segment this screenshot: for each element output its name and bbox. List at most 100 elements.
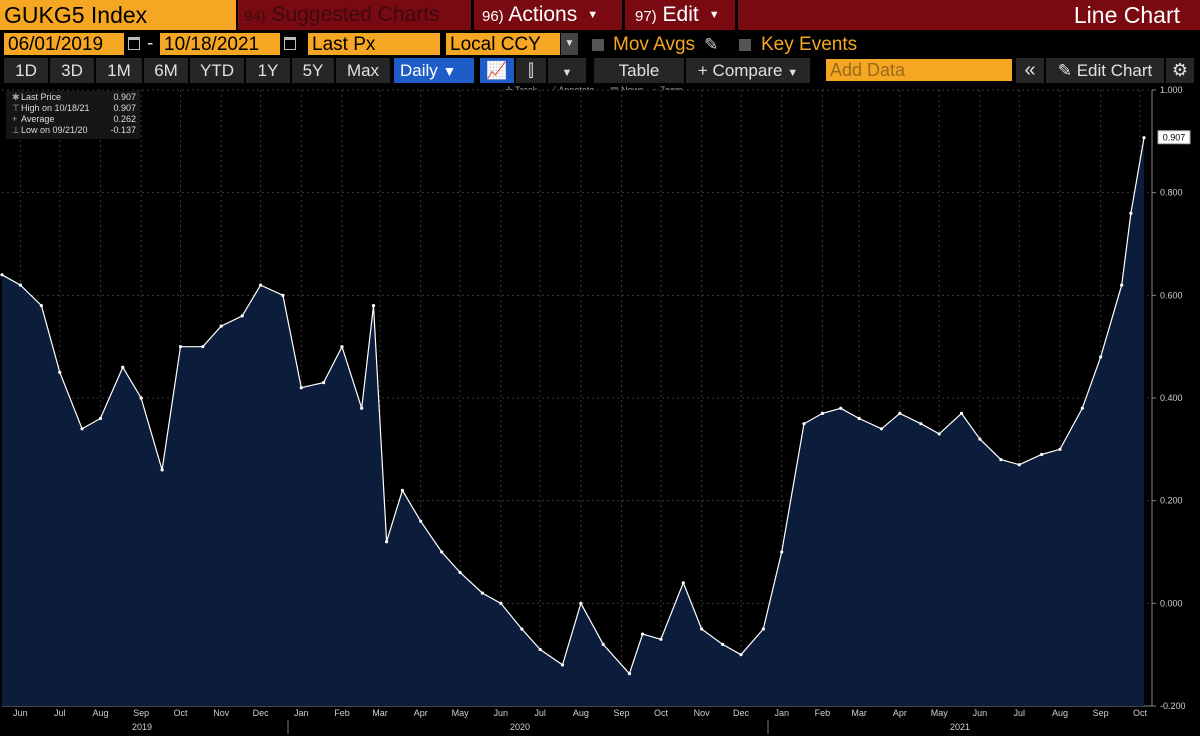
x-tick-label: Aug <box>1052 708 1068 718</box>
data-point <box>839 406 843 410</box>
data-point <box>39 304 43 308</box>
bar-chart-type-button[interactable]: ⫿ <box>516 58 546 83</box>
period-1y-button[interactable]: 1Y <box>246 58 290 83</box>
data-point <box>579 601 583 605</box>
currency-selector[interactable]: Local CCY <box>446 33 560 55</box>
data-point <box>139 396 143 400</box>
table-button[interactable]: Table <box>594 58 684 83</box>
year-label: 2019 <box>132 722 152 732</box>
collapse-panel-button[interactable]: « <box>1016 58 1044 83</box>
data-point <box>700 627 704 631</box>
x-tick-label: Feb <box>334 708 350 718</box>
frequency-dropdown[interactable]: Daily ▼ <box>394 58 474 83</box>
data-point <box>937 432 941 436</box>
mov-avgs-label: Mov Avgs <box>613 34 696 55</box>
start-date-field[interactable]: 06/01/2019 <box>4 33 124 55</box>
legend-avg-value: 0.262 <box>113 114 136 124</box>
field-selector[interactable]: Last Px <box>308 33 440 55</box>
data-point <box>820 411 825 415</box>
data-point <box>601 642 605 647</box>
data-point <box>1099 355 1103 359</box>
date-separator: - <box>147 33 154 54</box>
last-value-tag <box>1157 130 1191 145</box>
calendar-icon[interactable] <box>128 37 140 50</box>
ohlc-bars-icon: ⫿ <box>528 61 534 80</box>
settings-gear-icon[interactable]: ⚙ <box>1166 58 1194 83</box>
add-data-input[interactable]: Add Data <box>826 59 1012 81</box>
pencil-icon: ✎ <box>1057 61 1072 80</box>
period-1m-button[interactable]: 1M <box>96 58 142 83</box>
data-point <box>121 365 125 369</box>
compare-dropdown[interactable]: + Compare ▼ <box>686 58 810 83</box>
x-tick-label: Jun <box>973 708 988 718</box>
data-point <box>627 672 632 676</box>
year-label: 2020 <box>510 722 530 732</box>
data-point <box>721 642 725 647</box>
data-point <box>18 283 22 287</box>
legend-low-label: Low on 09/21/20 <box>21 125 88 135</box>
data-point <box>201 345 205 349</box>
data-point <box>898 411 902 415</box>
edit-menu[interactable]: 97) Edit ▼ <box>625 0 735 30</box>
series-line <box>1 137 1145 675</box>
x-tick-label: Aug <box>92 708 108 718</box>
actions-label: Actions <box>508 3 578 26</box>
chart-kind-title: Line Chart <box>738 0 1200 30</box>
legend-last-label: Last Price <box>21 92 62 102</box>
legend-high-label: High on 10/18/21 <box>21 103 90 113</box>
data-point <box>1058 447 1062 451</box>
data-point <box>499 601 503 605</box>
x-tick-label: Jul <box>534 708 546 718</box>
legend-low-value: -0.137 <box>110 125 136 135</box>
last-value-label: 0.907 <box>1163 133 1186 143</box>
key-events-checkbox[interactable] <box>739 39 751 51</box>
x-tick-label: Apr <box>414 708 428 718</box>
period-1d-button[interactable]: 1D <box>4 58 48 83</box>
data-point <box>0 273 4 277</box>
data-point <box>219 324 223 328</box>
y-tick-label: 0.600 <box>1160 290 1183 300</box>
data-point <box>857 416 861 421</box>
chevron-down-icon[interactable]: ▼ <box>561 33 578 55</box>
period-max-button[interactable]: Max <box>336 58 390 83</box>
period-3d-button[interactable]: 3D <box>50 58 94 83</box>
x-tick-label: Oct <box>1133 708 1148 718</box>
period-6m-button[interactable]: 6M <box>144 58 188 83</box>
year-label: 2021 <box>950 722 970 732</box>
edit-chart-button[interactable]: ✎ Edit Chart <box>1046 58 1164 83</box>
chevron-down-icon: ▼ <box>708 9 720 21</box>
data-point <box>999 458 1003 462</box>
data-point <box>560 663 565 667</box>
calendar-icon[interactable] <box>284 37 296 50</box>
data-point <box>1040 452 1044 457</box>
data-point <box>299 386 303 390</box>
x-tick-label: Jul <box>1014 708 1026 718</box>
mov-avgs-checkbox[interactable] <box>592 39 604 51</box>
chevron-down-icon: ▼ <box>587 9 599 21</box>
legend-last-value: 0.907 <box>113 92 136 102</box>
ticker-field[interactable]: GUKG5 Index <box>0 0 236 30</box>
compare-label: + Compare <box>697 61 783 80</box>
suggested-charts-menu[interactable]: 94) Suggested Charts <box>238 0 471 30</box>
x-tick-label: Oct <box>654 708 669 718</box>
period-ytd-button[interactable]: YTD <box>190 58 244 83</box>
data-point <box>1080 406 1084 410</box>
period-5y-button[interactable]: 5Y <box>292 58 334 83</box>
x-tick-label: May <box>931 708 949 718</box>
x-tick-label: Mar <box>372 708 388 718</box>
x-tick-label: Oct <box>174 708 189 718</box>
edit-label: Edit <box>662 3 699 26</box>
x-tick-label: Jan <box>774 708 789 718</box>
frequency-label: Daily <box>400 61 438 80</box>
line-chart-type-button[interactable]: 📈 <box>480 58 514 83</box>
pencil-icon[interactable]: ✎ <box>704 35 719 54</box>
actions-menu[interactable]: 96) Actions ▼ <box>474 0 622 30</box>
x-tick-label: Dec <box>733 708 750 718</box>
last-price-marker-icon: ✱ <box>12 92 20 102</box>
data-point <box>739 653 743 657</box>
chart-type-dropdown[interactable]: ▼ <box>548 58 586 83</box>
x-tick-label: Dec <box>253 708 270 718</box>
chevron-down-icon: ▼ <box>561 67 573 79</box>
end-date-field[interactable]: 10/18/2021 <box>160 33 280 55</box>
